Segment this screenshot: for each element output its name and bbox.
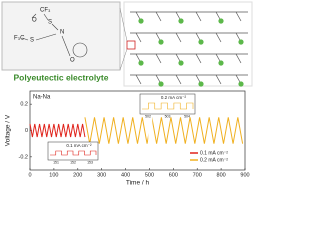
node — [198, 81, 204, 87]
branch — [215, 74, 222, 85]
inset-wave — [50, 150, 97, 156]
network — [119, 7, 248, 87]
chart-title: Na-Na — [33, 95, 51, 101]
bond — [43, 13, 49, 21]
node — [218, 18, 224, 24]
bond — [21, 37, 29, 41]
molecule-photo — [1, 1, 121, 71]
inset-tick-label: 152 — [70, 160, 76, 164]
x-tick-label: 300 — [97, 172, 106, 178]
node — [178, 60, 184, 66]
y-tick-label: 0.2 — [20, 102, 28, 108]
bond — [31, 13, 37, 19]
bond — [51, 23, 59, 31]
atom-label: S — [48, 20, 52, 26]
branch — [155, 53, 162, 64]
inset-wave — [142, 102, 194, 110]
network-box — [123, 1, 253, 87]
inset-label: 0.2 mA cm⁻² — [161, 95, 187, 100]
branch — [235, 11, 242, 22]
node — [178, 18, 184, 24]
branch — [195, 53, 202, 64]
branch — [175, 32, 182, 43]
inset-tick-label: 151 — [53, 160, 59, 164]
atom-label: O — [32, 18, 37, 24]
series-line — [84, 117, 244, 144]
branch — [195, 11, 202, 22]
y-axis-label: Voltage / V — [5, 114, 12, 146]
inset-tick-label: 503 — [165, 114, 171, 118]
atom-label: CF₃ — [40, 8, 51, 14]
bond — [35, 33, 57, 41]
ring — [72, 42, 88, 58]
atom-label: F₃C — [14, 36, 25, 42]
highlight — [126, 40, 136, 50]
inset-tick-label: 502 — [145, 114, 151, 118]
y-tick-label: -0.2 — [19, 154, 28, 160]
branch — [235, 53, 242, 64]
atom-label: S — [30, 38, 34, 44]
legend-label: 0.2 mA cm⁻² — [200, 157, 228, 163]
chart: 0 100 200 300 400 500 600 700 800 900 -0.2 0 0.2 Time… — [5, 90, 250, 187]
series-line — [29, 123, 86, 138]
branch — [135, 32, 142, 43]
inset-tick-label: 504 — [184, 114, 190, 118]
node — [238, 81, 244, 87]
x-axis-label: Time / h — [126, 180, 150, 187]
legend-label: 0.1 mA cm⁻² — [200, 150, 228, 156]
x-tick-label: 600 — [169, 172, 178, 178]
branch — [175, 74, 182, 85]
inset-tick-label: 153 — [87, 160, 93, 164]
x-tick-label: 900 — [240, 172, 249, 178]
node — [138, 60, 144, 66]
atom-label: N — [60, 30, 64, 36]
inset-label: 0.1 mA cm⁻² — [66, 143, 92, 148]
node — [158, 81, 164, 87]
banner: Polyeutectic electrolyte — [14, 72, 109, 82]
x-tick-label: 700 — [193, 172, 202, 178]
x-tick-label: 0 — [28, 172, 31, 178]
x-tick-label: 800 — [217, 172, 226, 178]
node — [238, 39, 244, 45]
x-tick-label: 400 — [121, 172, 130, 178]
branch — [155, 11, 162, 22]
branch — [135, 74, 142, 85]
y-tick-label: 0 — [25, 128, 28, 134]
x-tick-label: 100 — [49, 172, 58, 178]
branch — [215, 32, 222, 43]
x-tick-label: 200 — [73, 172, 82, 178]
node — [158, 39, 164, 45]
axis-break — [148, 109, 153, 152]
bond — [61, 35, 71, 57]
node — [198, 39, 204, 45]
pointer — [119, 48, 128, 71]
node — [218, 60, 224, 66]
pointer — [119, 7, 128, 42]
x-tick-label: 500 — [145, 172, 154, 178]
atom-label: O — [70, 58, 75, 64]
node — [138, 18, 144, 24]
